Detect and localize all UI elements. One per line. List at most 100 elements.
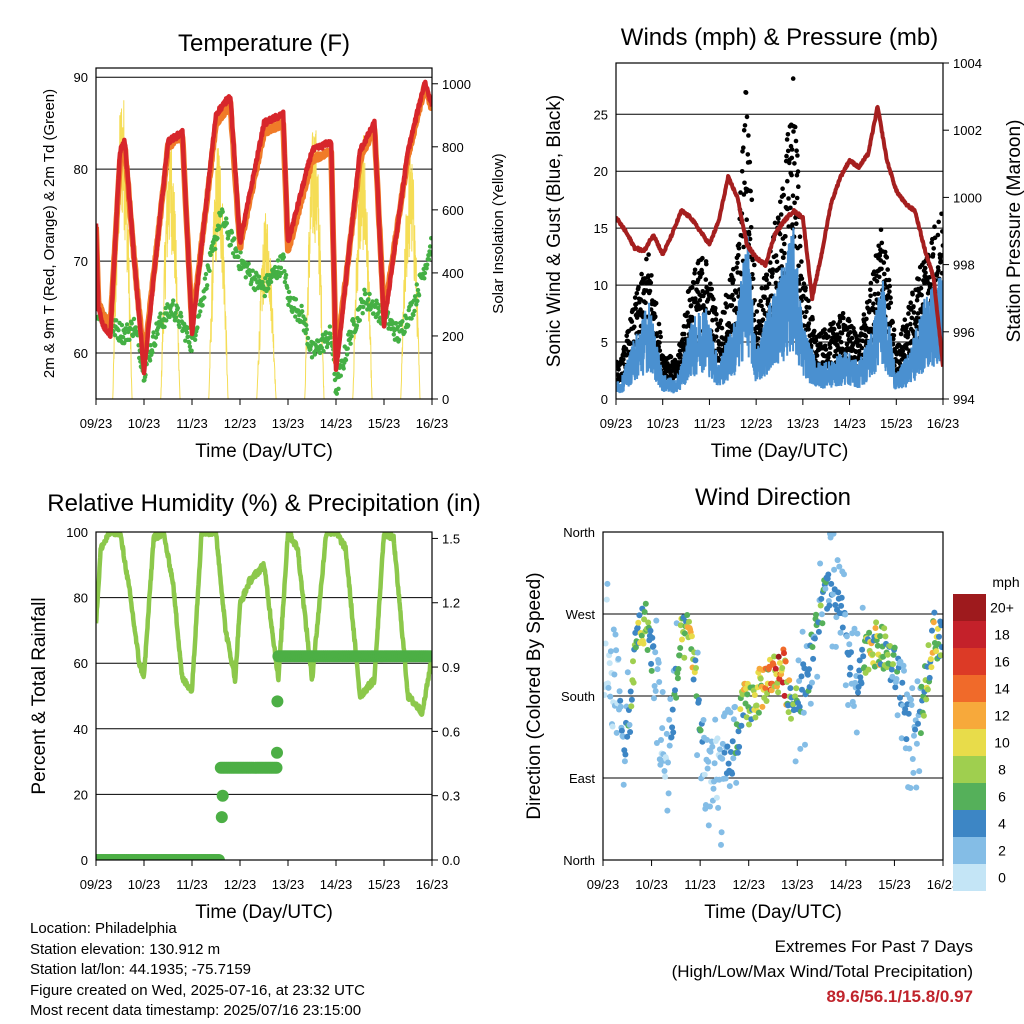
point-dewpoint: [192, 337, 198, 342]
station-info: Location: Philadelphia Station elevation…: [30, 919, 365, 1022]
point-wind-direction: [793, 685, 800, 692]
point-dewpoint: [303, 330, 308, 336]
point-gust: [799, 259, 804, 264]
point-gust: [730, 292, 735, 298]
x-tick-label: 10/23: [128, 416, 161, 431]
point-gust: [697, 298, 703, 303]
point-wind-direction: [787, 685, 794, 692]
point-dewpoint: [422, 270, 428, 276]
x-tick-label: 13/23: [781, 877, 814, 892]
point-gust: [747, 236, 753, 242]
point-gust: [919, 292, 924, 298]
colorbar-swatch: [953, 594, 986, 621]
point-wind-direction: [627, 729, 634, 735]
point-wind-direction: [916, 768, 923, 775]
point-dewpoint: [272, 264, 278, 270]
point-dewpoint: [327, 324, 333, 329]
point-wind-direction: [743, 714, 750, 721]
point-wind-direction: [653, 617, 660, 624]
point-wind-direction: [900, 662, 907, 669]
point-gust: [636, 284, 641, 290]
extremes-values: 89.6/56.1/15.8/0.97: [826, 987, 973, 1006]
point-wind-direction: [907, 785, 914, 791]
point-gust: [758, 298, 763, 304]
point-wind-direction: [920, 712, 927, 719]
point-gust: [692, 267, 698, 273]
point-dewpoint: [319, 345, 324, 350]
point-gust: [914, 319, 919, 325]
point-wind-direction: [681, 654, 688, 661]
point-wind-direction: [843, 633, 850, 640]
point-dewpoint: [202, 295, 207, 300]
x-tick-label: 13/23: [787, 416, 820, 431]
point-wind-direction: [726, 783, 733, 790]
point-wind-direction: [617, 697, 624, 704]
point-gust: [797, 234, 803, 239]
y2-tick-label: 200: [442, 329, 464, 344]
point-gust: [831, 331, 836, 336]
point-dewpoint: [361, 304, 366, 310]
panel-temperature: Temperature (F) Time (Day/UTC) 2m & 9m T (…: [41, 30, 507, 462]
point-gust: [827, 341, 832, 347]
point-wind-direction: [763, 698, 770, 704]
point-gust: [794, 172, 800, 178]
point-wind-direction: [807, 700, 814, 707]
point-wind-direction: [909, 756, 916, 762]
point-wind-direction: [662, 773, 669, 780]
point-gust: [752, 262, 757, 268]
point-wind-direction: [634, 624, 641, 631]
point-wind-direction: [788, 715, 794, 722]
point-dewpoint: [396, 337, 402, 342]
point-dewpoint: [175, 305, 180, 311]
point-gust: [891, 327, 897, 333]
point-wind-direction: [663, 730, 670, 737]
point-wind-direction: [810, 655, 817, 662]
point-wind-direction: [835, 589, 842, 596]
point-wind-direction: [898, 735, 905, 742]
point-dewpoint: [207, 268, 212, 273]
point-wind-direction: [707, 748, 714, 755]
point-gust: [806, 327, 811, 332]
point-gust: [776, 216, 781, 221]
point-gust: [861, 312, 867, 317]
point-wind-direction: [860, 653, 867, 660]
point-gust: [935, 232, 941, 238]
location-text: Location: Philadelphia: [30, 920, 177, 937]
point-wind-direction: [884, 651, 891, 658]
point-gust: [916, 276, 922, 282]
point-gust: [785, 148, 791, 154]
point-gust: [887, 283, 892, 289]
point-wind-direction: [772, 665, 779, 672]
panel-title: Winds (mph) & Pressure (mb): [621, 24, 938, 51]
point-wind-direction: [800, 709, 807, 716]
point-gust: [868, 287, 873, 293]
point-gust: [863, 333, 869, 339]
point-wind-direction: [911, 732, 917, 739]
point-wind-direction: [722, 775, 729, 782]
point-dewpoint: [367, 291, 372, 297]
point-wind-direction: [616, 688, 623, 695]
point-dewpoint: [286, 289, 292, 295]
point-dewpoint: [203, 271, 209, 277]
point-gust: [908, 300, 913, 306]
point-wind-direction: [649, 634, 656, 641]
point-wind-direction: [856, 657, 863, 664]
point-dewpoint: [133, 325, 138, 330]
point-wind-direction: [710, 785, 717, 792]
point-wind-direction: [818, 595, 825, 602]
point-wind-direction: [690, 676, 697, 683]
point-gust: [741, 128, 747, 133]
point-wind-direction: [648, 667, 655, 674]
y2-tick-label: 1.5: [442, 531, 460, 546]
point-wind-direction: [802, 741, 808, 748]
point-wind-direction: [609, 723, 616, 730]
point-wind-direction: [757, 675, 764, 682]
point-dewpoint: [209, 243, 214, 249]
point-dewpoint: [325, 341, 331, 346]
colorbar-swatch: [953, 729, 986, 756]
point-dewpoint: [312, 352, 318, 357]
point-gust: [657, 330, 663, 335]
point-gust: [762, 294, 767, 300]
point-gust: [713, 305, 718, 311]
y-axis-label: 2m & 9m T (Red, Orange) & 2m Td (Green): [41, 89, 58, 378]
